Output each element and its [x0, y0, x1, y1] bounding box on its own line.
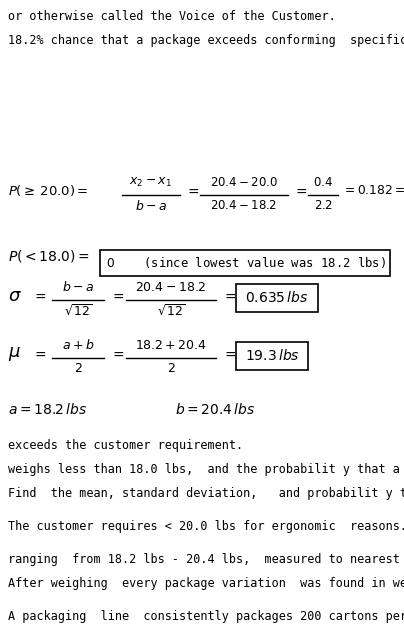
Text: $\sqrt{12}$: $\sqrt{12}$	[156, 304, 185, 319]
Text: exceeds the customer requirement.: exceeds the customer requirement.	[8, 439, 243, 452]
Text: $2.2$: $2.2$	[314, 199, 332, 212]
Bar	[236, 342, 308, 370]
Text: $= 0.182 =$: $= 0.182 =$	[342, 184, 404, 198]
Text: 18.2% chance that a package exceeds conforming  specifications: 18.2% chance that a package exceeds conf…	[8, 34, 404, 47]
Text: $b = 20.4\,lbs$: $b = 20.4\,lbs$	[175, 402, 256, 417]
Text: $=$: $=$	[293, 184, 308, 198]
Text: $b - a$: $b - a$	[135, 199, 167, 213]
Text: $\mu$: $\mu$	[8, 345, 21, 363]
Text: $20.4 - 20.0$: $20.4 - 20.0$	[210, 176, 278, 189]
Text: $=$: $=$	[32, 289, 47, 303]
Text: $=$: $=$	[110, 347, 125, 361]
Text: $2$: $2$	[74, 362, 82, 375]
Text: $=$: $=$	[222, 347, 237, 361]
Text: A packaging  line  consistently packages 200 cartons per hour.: A packaging line consistently packages 2…	[8, 610, 404, 623]
Text: $P(\geq\,20.0) =$: $P(\geq\,20.0) =$	[8, 184, 88, 199]
Text: $=$: $=$	[32, 347, 47, 361]
Text: $2$: $2$	[167, 362, 175, 375]
Text: $a = 18.2\,lbs$: $a = 18.2\,lbs$	[8, 402, 88, 417]
Text: $19.3\,lbs$: $19.3\,lbs$	[245, 348, 299, 363]
Text: $0$    (since lowest value was 18.2 lbs): $0$ (since lowest value was 18.2 lbs)	[106, 256, 386, 271]
Text: ranging  from 18.2 lbs - 20.4 lbs,  measured to nearest tenths.: ranging from 18.2 lbs - 20.4 lbs, measur…	[8, 553, 404, 566]
Text: $=$: $=$	[110, 289, 125, 303]
Text: weighs less than 18.0 lbs,  and the probabilit y that a package: weighs less than 18.0 lbs, and the proba…	[8, 463, 404, 476]
Text: $P(<18.0) =$: $P(<18.0) =$	[8, 248, 90, 264]
Text: $=$: $=$	[185, 184, 200, 198]
Text: After weighing  every package variation  was found in weights: After weighing every package variation w…	[8, 577, 404, 590]
Text: $=$: $=$	[222, 289, 237, 303]
Text: $0.4$: $0.4$	[313, 176, 333, 189]
Text: $20.4 - 18.2$: $20.4 - 18.2$	[210, 199, 278, 212]
Text: $\sigma$: $\sigma$	[8, 287, 22, 305]
Text: The customer requires < 20.0 lbs for ergonomic  reasons.: The customer requires < 20.0 lbs for erg…	[8, 520, 404, 533]
Text: $0.635\,lbs$: $0.635\,lbs$	[245, 290, 309, 305]
Bar	[236, 284, 318, 312]
Text: or otherwise called the Voice of the Customer.: or otherwise called the Voice of the Cus…	[8, 10, 336, 23]
Text: $\sqrt{12}$: $\sqrt{12}$	[63, 304, 93, 319]
Text: $x_2 - x_1$: $x_2 - x_1$	[129, 176, 173, 189]
Text: $b - a$: $b - a$	[62, 280, 94, 294]
Text: $20.4 - 18.2$: $20.4 - 18.2$	[135, 281, 206, 294]
Text: $a + b$: $a + b$	[62, 338, 94, 352]
Bar	[100, 250, 390, 276]
Text: Find  the mean, standard deviation,   and probabilit y that a package: Find the mean, standard deviation, and p…	[8, 487, 404, 500]
Text: $18.2 + 20.4$: $18.2 + 20.4$	[135, 339, 207, 352]
